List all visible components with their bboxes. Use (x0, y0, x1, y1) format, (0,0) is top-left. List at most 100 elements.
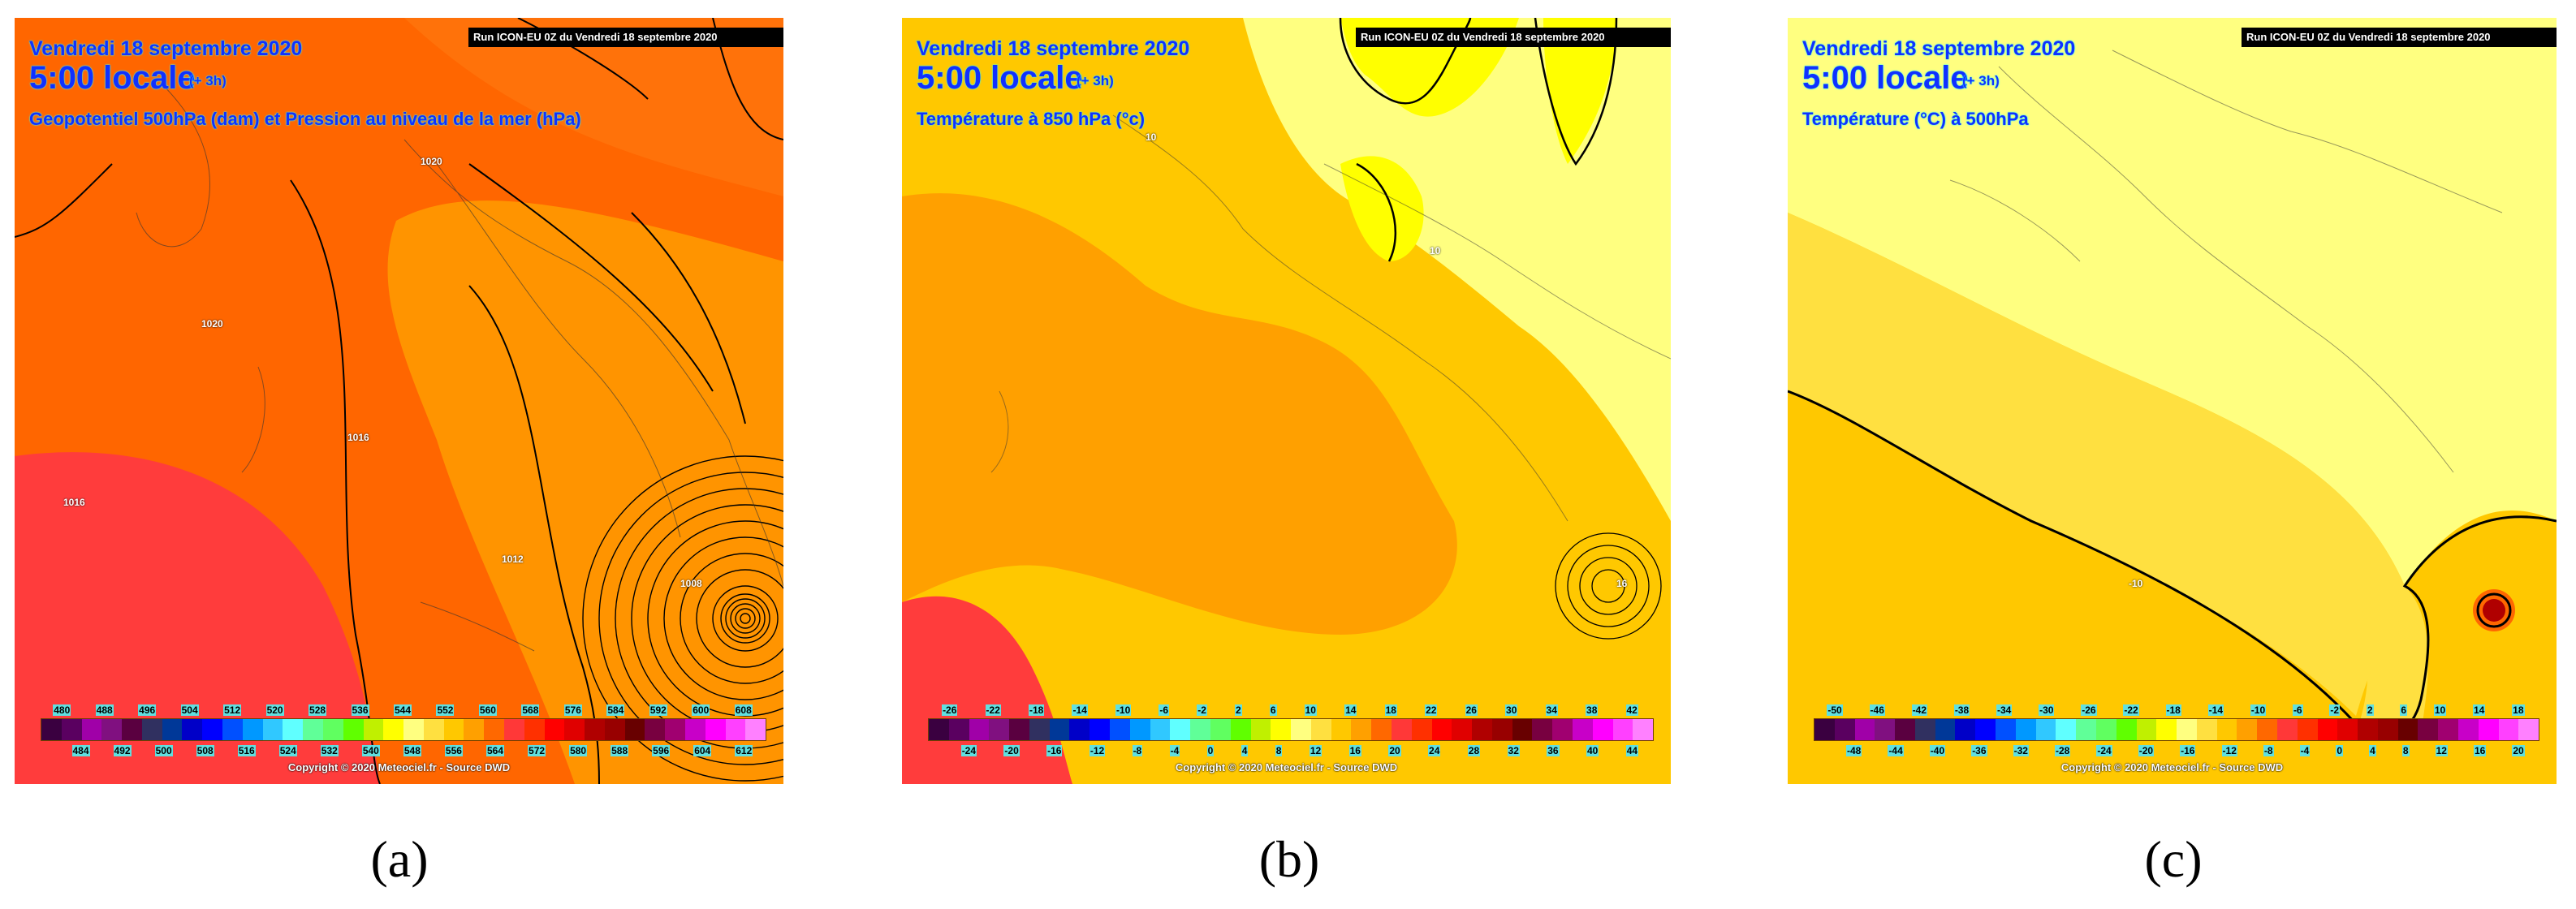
colorbar-swatch (1431, 719, 1452, 740)
contour-label: 1008 (680, 578, 702, 589)
contour-label: 10 (1430, 245, 1441, 256)
colorbar-tick: 520 (265, 704, 284, 716)
map-panel-b: Vendredi 18 septembre 2020 5:00 locale (+ … (902, 18, 1671, 784)
colorbar-swatch (2458, 719, 2479, 740)
colorbar-swatch (1573, 719, 1593, 740)
colorbar-swatch (1854, 719, 1875, 740)
colorbar-swatch (2297, 719, 2318, 740)
colorbar-tick: 4 (1241, 745, 1249, 756)
colorbar-tick: 600 (692, 704, 710, 716)
colorbar-tick: 36 (1547, 745, 1560, 756)
colorbar-swatch (2076, 719, 2096, 740)
colorbar-tick: 548 (403, 745, 421, 756)
colorbar-tick: 488 (95, 704, 114, 716)
colorbar-tick: -20 (1003, 745, 1020, 756)
colorbar-swatch (1090, 719, 1111, 740)
colorbar-tick: 6 (2400, 704, 2408, 716)
colorbar-swatch (403, 719, 424, 740)
colorbar-tick: 2 (1235, 704, 1242, 716)
copyright-text: Copyright © 2020 Meteociel.fr - Source D… (287, 761, 511, 773)
colorbar-swatch (141, 719, 162, 740)
colorbar-swatch (2498, 719, 2519, 740)
colorbar-tick: 504 (180, 704, 199, 716)
colorbar-swatch (524, 719, 545, 740)
colorbar-swatch (443, 719, 464, 740)
colorbar-swatch (1552, 719, 1573, 740)
colorbar-tick: -22 (2123, 704, 2139, 716)
colorbar-tick: 480 (53, 704, 71, 716)
colorbar-ticks-top: -26 -22 -18 -14 -10 -6 -2 2 6 10 14 18 22 26 30 34 38 42 (928, 704, 1652, 716)
colorbar-tick: 572 (528, 745, 546, 756)
colorbar-swatch (2478, 719, 2499, 740)
colorbar-tick: -24 (2096, 745, 2112, 756)
colorbar-tick: 44 (1625, 745, 1639, 756)
colorbar-tick: 500 (154, 745, 173, 756)
colorbar-swatch (2518, 719, 2539, 740)
colorbar (41, 718, 766, 741)
colorbar-tick: -22 (985, 704, 1001, 716)
colorbar-tick: 14 (1344, 704, 1357, 716)
contour-label: 10 (1146, 131, 1157, 143)
colorbar-tick: -16 (2180, 745, 2196, 756)
colorbar-swatch (1250, 719, 1271, 740)
forecast-time: 5:00 locale (29, 60, 196, 96)
colorbar-swatch (1049, 719, 1070, 740)
colorbar-swatch (2418, 719, 2439, 740)
colorbar-tick: -16 (1046, 745, 1063, 756)
colorbar-swatch (745, 719, 766, 740)
colorbar-ticks-bottom: -48 -44 -40 -36 -32 -28 -24 -20 -16 -12 -8 -4 0 4 8 12 1… (1814, 745, 2538, 756)
colorbar-swatch (1834, 719, 1855, 740)
colorbar-swatch (969, 719, 990, 740)
colorbar-tick: 12 (2435, 745, 2448, 756)
colorbar-swatch (1150, 719, 1171, 740)
colorbar-tick: 588 (611, 745, 629, 756)
colorbar-tick: 0 (1206, 745, 1215, 756)
colorbar-swatch (423, 719, 444, 740)
colorbar-tick: 560 (478, 704, 497, 716)
colorbar-swatch (989, 719, 1010, 740)
colorbar-swatch (1512, 719, 1533, 740)
colorbar-tick: -14 (1072, 704, 1088, 716)
colorbar-tick: -40 (1929, 745, 1946, 756)
model-run-banner: Run ICON-EU 0Z du Vendredi 18 septembre … (1356, 28, 1671, 47)
colorbar-tick: 492 (113, 745, 132, 756)
colorbar-swatch (162, 719, 183, 740)
colorbar-swatch (685, 719, 705, 740)
colorbar-tick: 516 (237, 745, 256, 756)
colorbar-swatch (1875, 719, 1896, 740)
weather-map (902, 18, 1671, 784)
colorbar-tick: 8 (1275, 745, 1283, 756)
colorbar-swatch (1170, 719, 1191, 740)
map-title: Geopotentiel 500hPa (dam) et Pression au… (29, 109, 581, 129)
colorbar-swatch (41, 719, 62, 740)
colorbar-swatch (101, 719, 123, 740)
colorbar-swatch (2177, 719, 2197, 740)
colorbar-swatch (2276, 719, 2298, 740)
map-title: Température (°C) à 500hPa (1802, 109, 2029, 129)
colorbar-tick: 30 (1505, 704, 1518, 716)
colorbar-tick: -24 (960, 745, 977, 756)
colorbar-tick: 6 (1269, 704, 1277, 716)
colorbar-tick: -6 (1159, 704, 1170, 716)
colorbar-swatch (182, 719, 203, 740)
colorbar-swatch (2317, 719, 2338, 740)
colorbar-swatch (585, 719, 605, 740)
contour-label: 1012 (502, 554, 524, 565)
colorbar-tick: -28 (2054, 745, 2071, 756)
colorbar-tick: 532 (320, 745, 339, 756)
colorbar-tick: 496 (138, 704, 157, 716)
colorbar-swatch (1532, 719, 1553, 740)
colorbar-swatch (61, 719, 82, 740)
colorbar-tick: 22 (1425, 704, 1438, 716)
colorbar-tick: -34 (1996, 704, 2013, 716)
colorbar-tick: -8 (1132, 745, 1143, 756)
colorbar-swatch (1310, 719, 1331, 740)
colorbar-tick: 528 (309, 704, 327, 716)
colorbar-swatch (564, 719, 585, 740)
colorbar-swatch (2196, 719, 2217, 740)
map-panel-c: Vendredi 18 septembre 2020 5:00 locale (+ … (1788, 18, 2557, 784)
colorbar-swatch (1351, 719, 1372, 740)
colorbar-tick: -2 (2329, 704, 2341, 716)
colorbar-tick: -32 (2013, 745, 2029, 756)
colorbar-tick: -10 (1115, 704, 1132, 716)
